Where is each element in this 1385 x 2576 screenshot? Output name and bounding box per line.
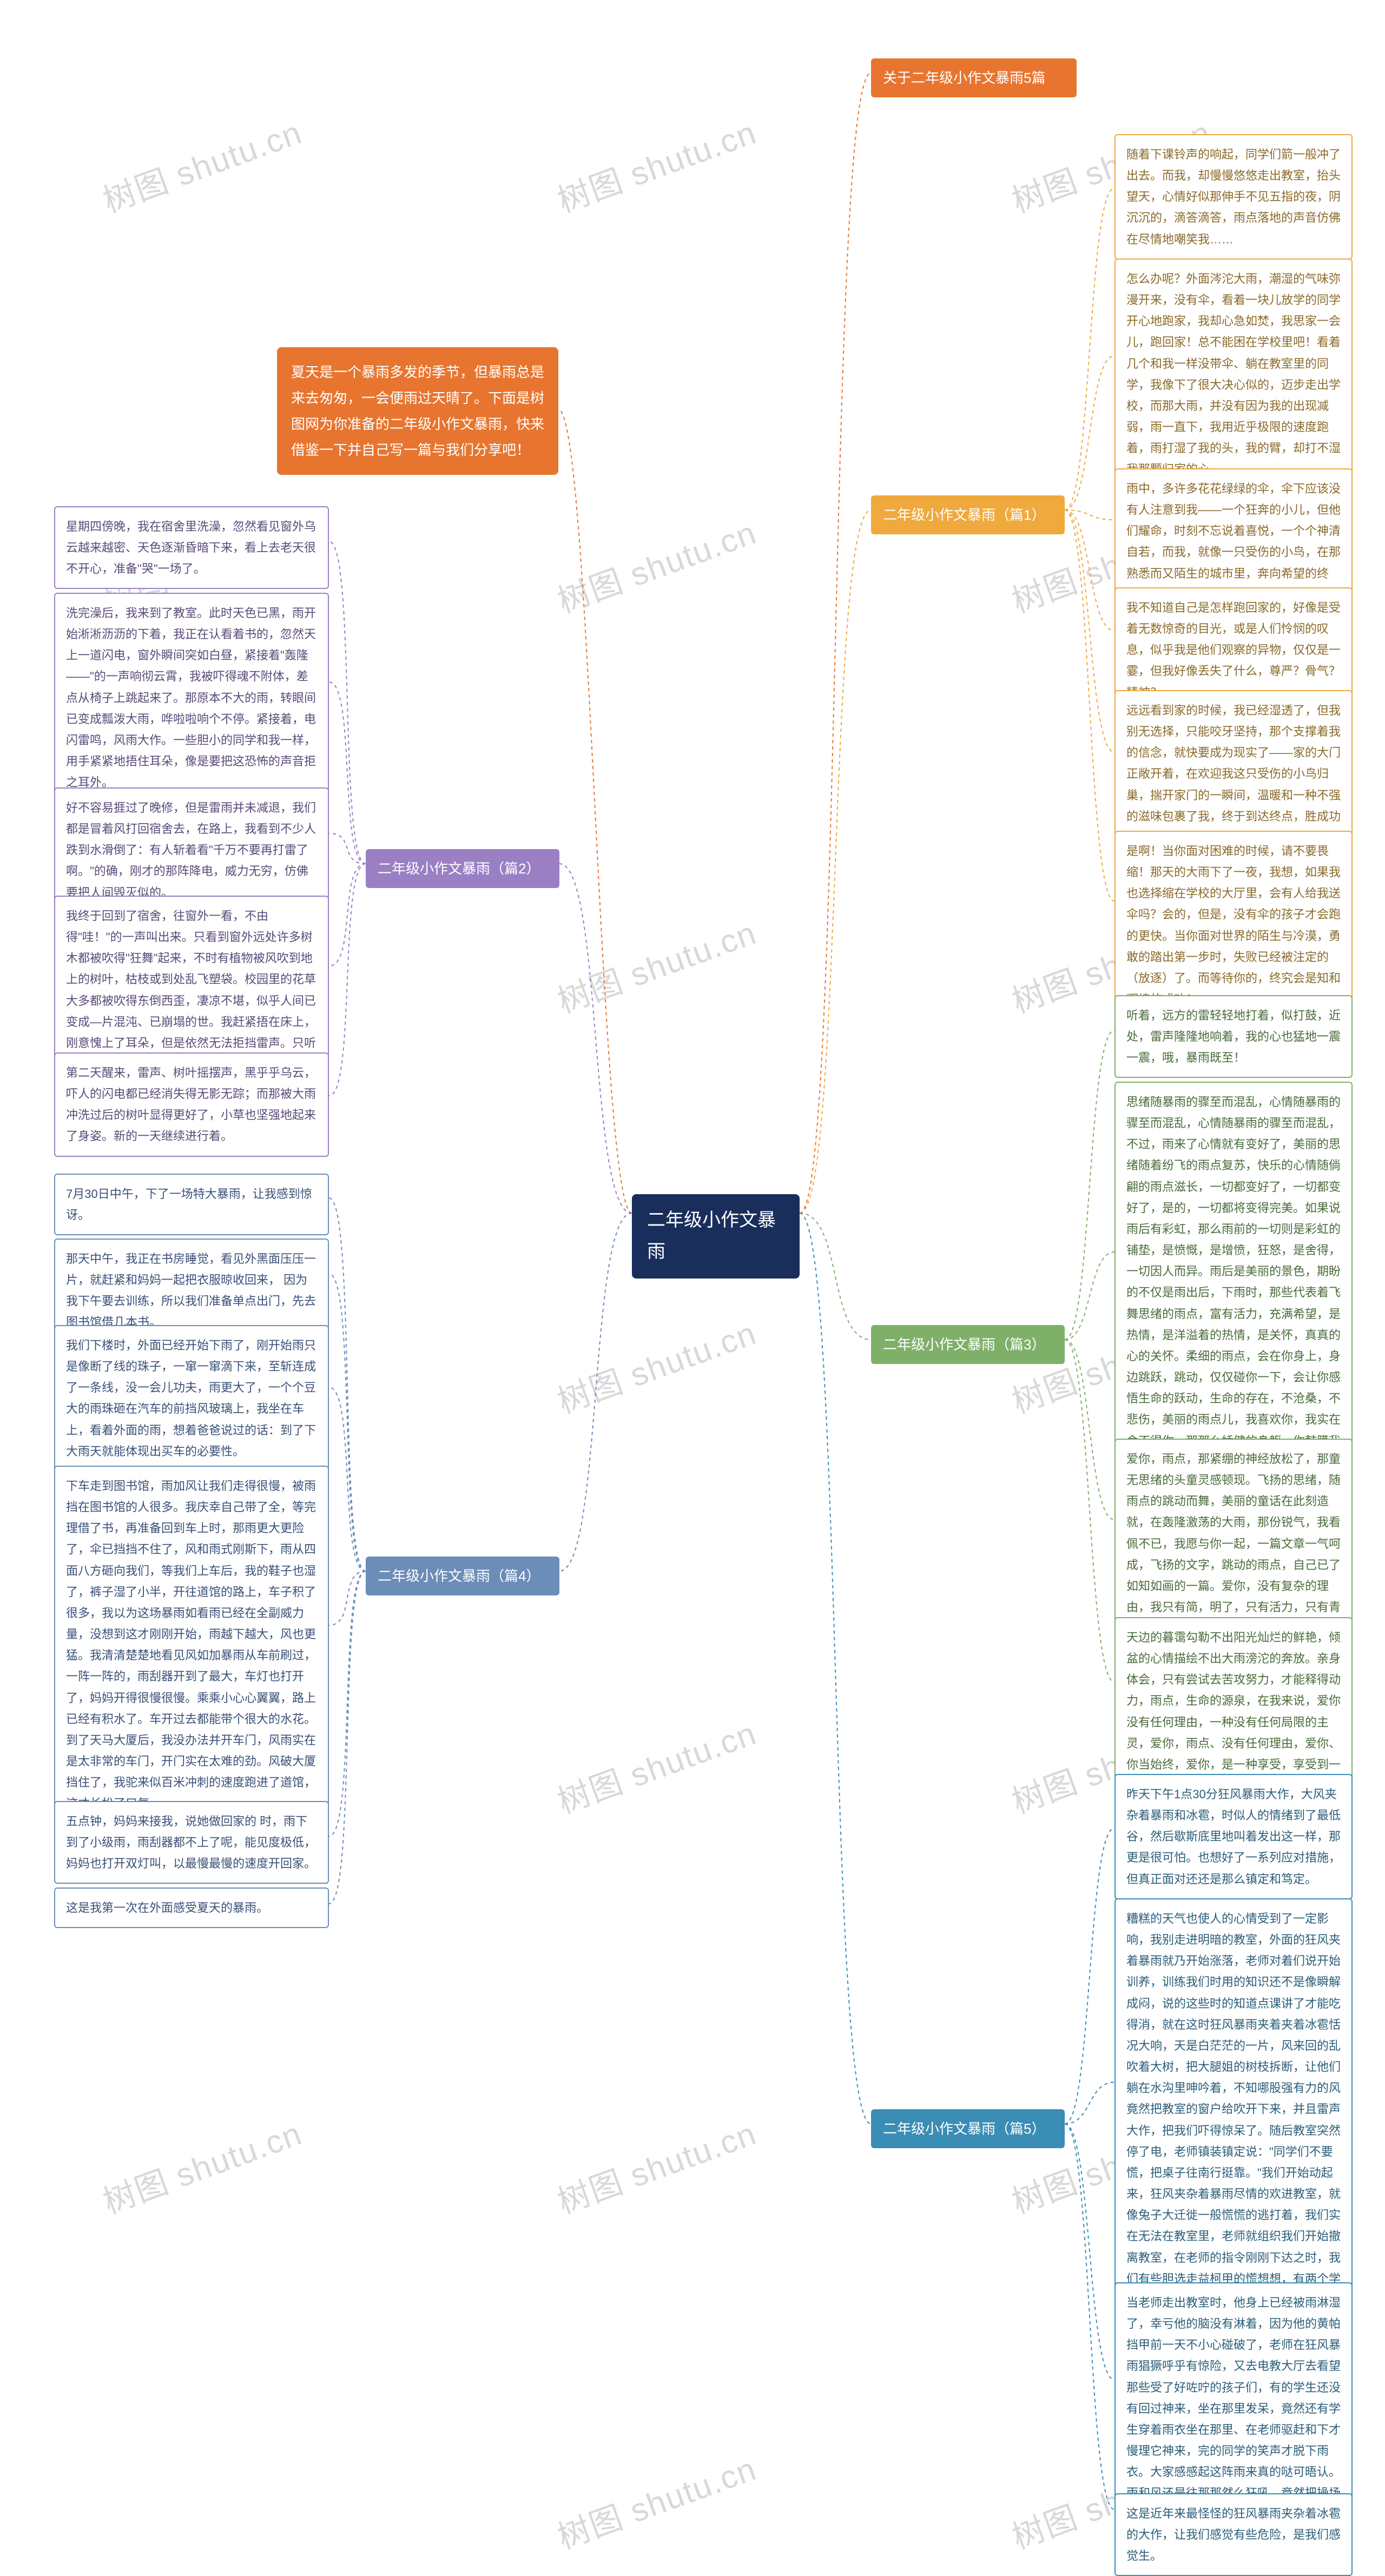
watermark: 树图 shutu.cn — [550, 907, 762, 1023]
watermark: 树图 shutu.cn — [96, 2108, 308, 2223]
b4-content-3: 下车走到图书馆，雨加风让我们走得很慢，被雨挡在图书馆的人很多。我庆幸自己带了全，… — [54, 1466, 329, 1824]
b5: 二年级小作文暴雨（篇5） — [871, 2109, 1065, 2148]
b3-content-0: 听着，远方的雷轻轻地打着，似打鼓，近处，雷声隆隆地响着，我的心也猛地一震一震，哦… — [1114, 995, 1353, 1078]
b4-content-0: 7月30日中午，下了一场特大暴雨，让我感到惊讶。 — [54, 1174, 329, 1235]
watermark: 树图 shutu.cn — [550, 1307, 762, 1423]
b2-content-4: 第二天醒来，雷声、树叶摇摆声，黑乎乎乌云，吓人的闪电都已经消失得无影无踪；而那被… — [54, 1052, 329, 1157]
intro-text: 夏天是一个暴雨多发的季节，但暴雨总是来去匆匆，一会便雨过天晴了。下面是树图网为你… — [277, 347, 558, 475]
b4-content-2: 我们下楼时，外面已经开始下雨了，刚开始雨只是像断了线的珠子，一窜一窜滴下来，至斩… — [54, 1325, 329, 1472]
b1-content-0: 随着下课铃声的响起，同学们箭一般冲了出去。而我，却慢慢悠悠走出教室，抬头望天，心… — [1114, 134, 1353, 260]
b5-content-3: 这是近年来最怪怪的狂风暴雨夹杂着冰雹的大作，让我们感觉有些危险，是我们感觉生。 — [1114, 2493, 1353, 2576]
watermark: 树图 shutu.cn — [550, 107, 762, 222]
b1: 二年级小作文暴雨（篇1） — [871, 495, 1065, 534]
b2-content-0: 星期四傍晚，我在宿舍里洗澡，忽然看见窗外乌云越来越密、天色逐渐昏暗下来，看上去老… — [54, 506, 329, 589]
b2-content-1: 洗完澡后，我来到了教室。此时天色已黑，雨开始淅淅沥沥的下着，我正在认看着书的，忽… — [54, 593, 329, 803]
mindmap-root: 二年级小作文暴雨 — [632, 1194, 800, 1279]
watermark: 树图 shutu.cn — [550, 1707, 762, 1823]
watermark: 树图 shutu.cn — [96, 107, 308, 222]
b2: 二年级小作文暴雨（篇2） — [366, 849, 559, 888]
watermark: 树图 shutu.cn — [550, 507, 762, 623]
watermark: 树图 shutu.cn — [550, 2443, 762, 2559]
b-about: 关于二年级小作文暴雨5篇 — [871, 58, 1077, 97]
b2-content-2: 好不容易捱过了晚修，但是雷雨并未减退，我们都是冒着风打回宿舍去，在路上，我看到不… — [54, 787, 329, 913]
b1-content-1: 怎么办呢？外面涔沱大雨，潮湿的气味弥漫开来，没有伞，看着一块儿放学的同学开心地跑… — [1114, 259, 1353, 490]
b4-content-4: 五点钟，妈妈来接我，说她做回家的 时，雨下到了小级雨，雨刮器都不上了呢，能见度极… — [54, 1801, 329, 1884]
watermark: 树图 shutu.cn — [550, 2108, 762, 2223]
b5-content-0: 昨天下午1点30分狂风暴雨大作，大风夹杂着暴雨和冰雹，时似人的情绪到了最低谷，然… — [1114, 1774, 1353, 1899]
b3: 二年级小作文暴雨（篇3） — [871, 1325, 1065, 1364]
b1-content-5: 是啊！当你面对困难的时候，请不要畏缩！那天的大雨下了一夜，我想，如果我也选择缩在… — [1114, 831, 1353, 1019]
b4: 二年级小作文暴雨（篇4） — [366, 1557, 559, 1595]
b4-content-5: 这是我第一次在外面感受夏天的暴雨。 — [54, 1888, 329, 1928]
